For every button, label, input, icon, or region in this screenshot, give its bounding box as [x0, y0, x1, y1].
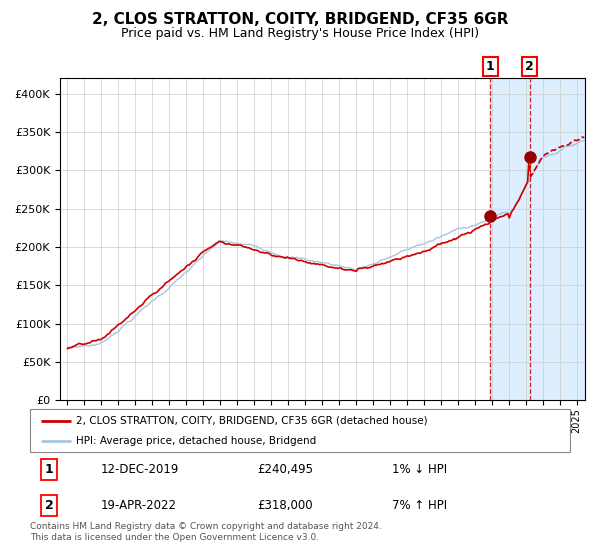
Text: 19-APR-2022: 19-APR-2022	[100, 499, 176, 512]
Text: 2, CLOS STRATTON, COITY, BRIDGEND, CF35 6GR: 2, CLOS STRATTON, COITY, BRIDGEND, CF35 …	[92, 12, 508, 27]
Text: Contains HM Land Registry data © Crown copyright and database right 2024.
This d: Contains HM Land Registry data © Crown c…	[30, 522, 382, 542]
Text: £240,495: £240,495	[257, 463, 313, 476]
Text: 2: 2	[44, 499, 53, 512]
Text: 1: 1	[44, 463, 53, 476]
Text: 12-DEC-2019: 12-DEC-2019	[100, 463, 179, 476]
Text: 1: 1	[486, 60, 494, 73]
Text: 2: 2	[526, 60, 534, 73]
Text: Price paid vs. HM Land Registry's House Price Index (HPI): Price paid vs. HM Land Registry's House …	[121, 27, 479, 40]
Text: HPI: Average price, detached house, Bridgend: HPI: Average price, detached house, Brid…	[76, 436, 316, 446]
Text: 1% ↓ HPI: 1% ↓ HPI	[392, 463, 447, 476]
Text: 7% ↑ HPI: 7% ↑ HPI	[392, 499, 447, 512]
Text: 2, CLOS STRATTON, COITY, BRIDGEND, CF35 6GR (detached house): 2, CLOS STRATTON, COITY, BRIDGEND, CF35 …	[76, 416, 428, 426]
Text: £318,000: £318,000	[257, 499, 313, 512]
FancyBboxPatch shape	[30, 409, 570, 452]
Bar	[490, 78, 593, 400]
